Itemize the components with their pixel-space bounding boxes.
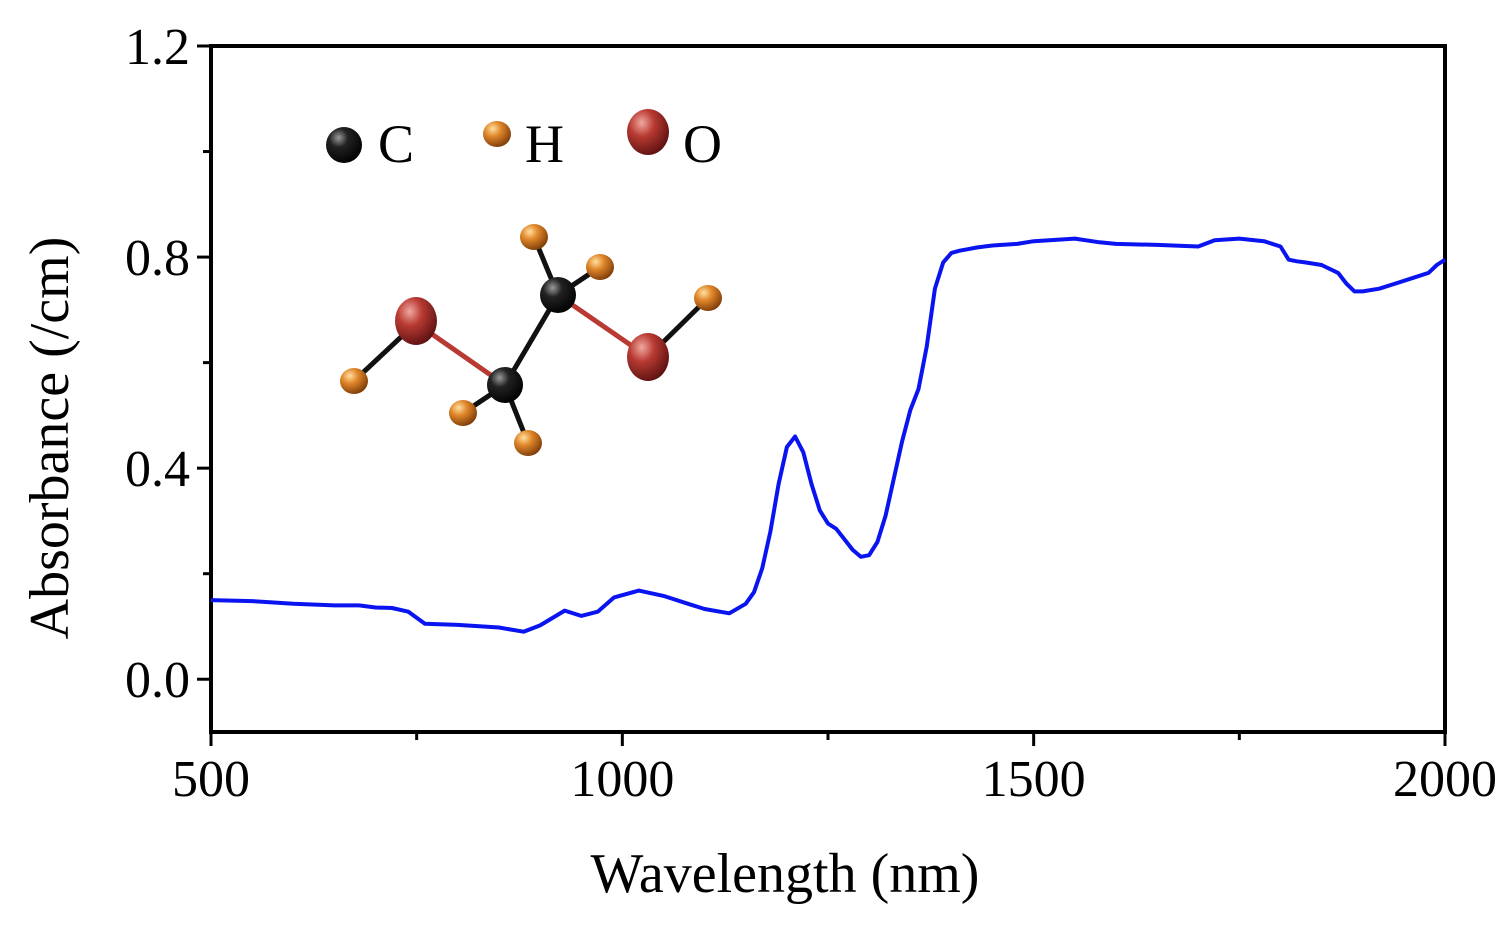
x-tick-label: 500 xyxy=(172,751,250,808)
hydrogen-atom-icon xyxy=(449,400,477,426)
ethylene-glycol-molecule-illustration xyxy=(340,224,722,456)
legend-item-carbon: C xyxy=(326,114,414,174)
legend-label-hydrogen: H xyxy=(525,114,564,174)
oxygen-atom-icon xyxy=(627,333,669,381)
legend-label-oxygen: O xyxy=(683,114,722,174)
oxygen-atom-icon xyxy=(627,109,669,155)
y-tick-label: 0.8 xyxy=(125,230,190,287)
hydrogen-atom-icon xyxy=(483,121,511,147)
hydrogen-atom-icon xyxy=(514,430,542,456)
carbon-atom-icon xyxy=(487,367,523,403)
y-tick-label: 0.4 xyxy=(125,441,190,498)
absorbance-series-line xyxy=(210,236,1447,634)
hydrogen-atom-icon xyxy=(520,224,548,250)
x-tick-label: 1000 xyxy=(570,751,674,808)
legend-item-hydrogen: H xyxy=(483,114,564,174)
y-axis-title: Absorbance (/cm) xyxy=(19,237,81,640)
legend-item-oxygen: O xyxy=(627,109,722,174)
x-axis-title: Wavelength (nm) xyxy=(591,843,980,905)
hydrogen-atom-icon xyxy=(340,368,368,394)
y-tick-label: 0.0 xyxy=(125,652,190,709)
y-tick-label: 1.2 xyxy=(125,19,190,76)
molecule-atoms xyxy=(340,224,722,456)
x-tick-label: 1500 xyxy=(982,751,1086,808)
oxygen-atom-icon xyxy=(395,297,437,345)
hydrogen-atom-icon xyxy=(694,285,722,311)
carbon-atom-icon xyxy=(326,127,362,163)
hydrogen-atom-icon xyxy=(586,254,614,280)
atom-legend: C H O xyxy=(326,109,722,174)
carbon-atom-icon xyxy=(540,277,576,313)
legend-label-carbon: C xyxy=(378,114,414,174)
x-tick-label: 2000 xyxy=(1393,751,1495,808)
y-axis-ticks: 0.0 0.4 0.8 1.2 xyxy=(125,19,211,709)
x-axis-ticks: 500 1000 1500 2000 xyxy=(172,732,1495,808)
